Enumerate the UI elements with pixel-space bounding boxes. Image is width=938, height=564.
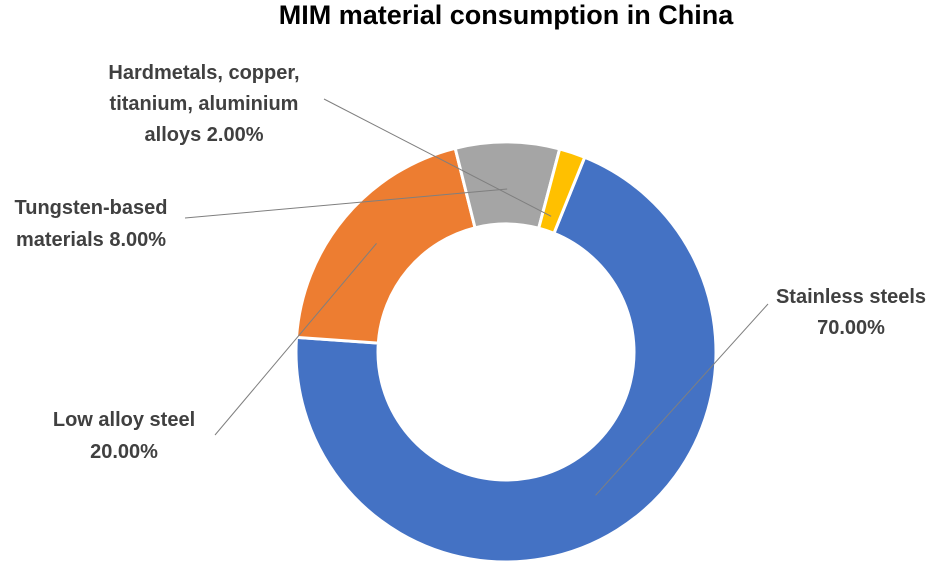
leader-line-tungsten-based-materials (184, 188, 508, 219)
leader-line-stainless-steels (595, 303, 769, 496)
leader-line-low-alloy-steel (214, 243, 377, 436)
chart-title: MIM material consumption in China (279, 0, 735, 30)
leader-lines (184, 98, 769, 496)
slice-stainless-steels (294, 155, 718, 564)
slice-labels: Stainless steels 70.00% Low alloy steel 20.… (15, 62, 927, 463)
slice-label-hardmetals-copper-titanium-aluminium-alloys: Hardmetals, copper, titanium, aluminium al… (108, 62, 299, 146)
slice-label-stainless-steels: Stainless steels 70.00% (776, 286, 926, 339)
leader-line-hardmetals-copper-titanium-aluminium-alloys (323, 98, 552, 217)
slice-low-alloy-steel (294, 146, 477, 345)
slice-label-tungsten-based-materials: Tungsten-based materials 8.00% (15, 197, 168, 251)
slice-label-low-alloy-steel: Low alloy steel 20.00% (53, 409, 195, 463)
doughnut-slices (294, 140, 718, 564)
slice-hardmetals-copper-titanium-aluminium-alloys (536, 147, 587, 236)
